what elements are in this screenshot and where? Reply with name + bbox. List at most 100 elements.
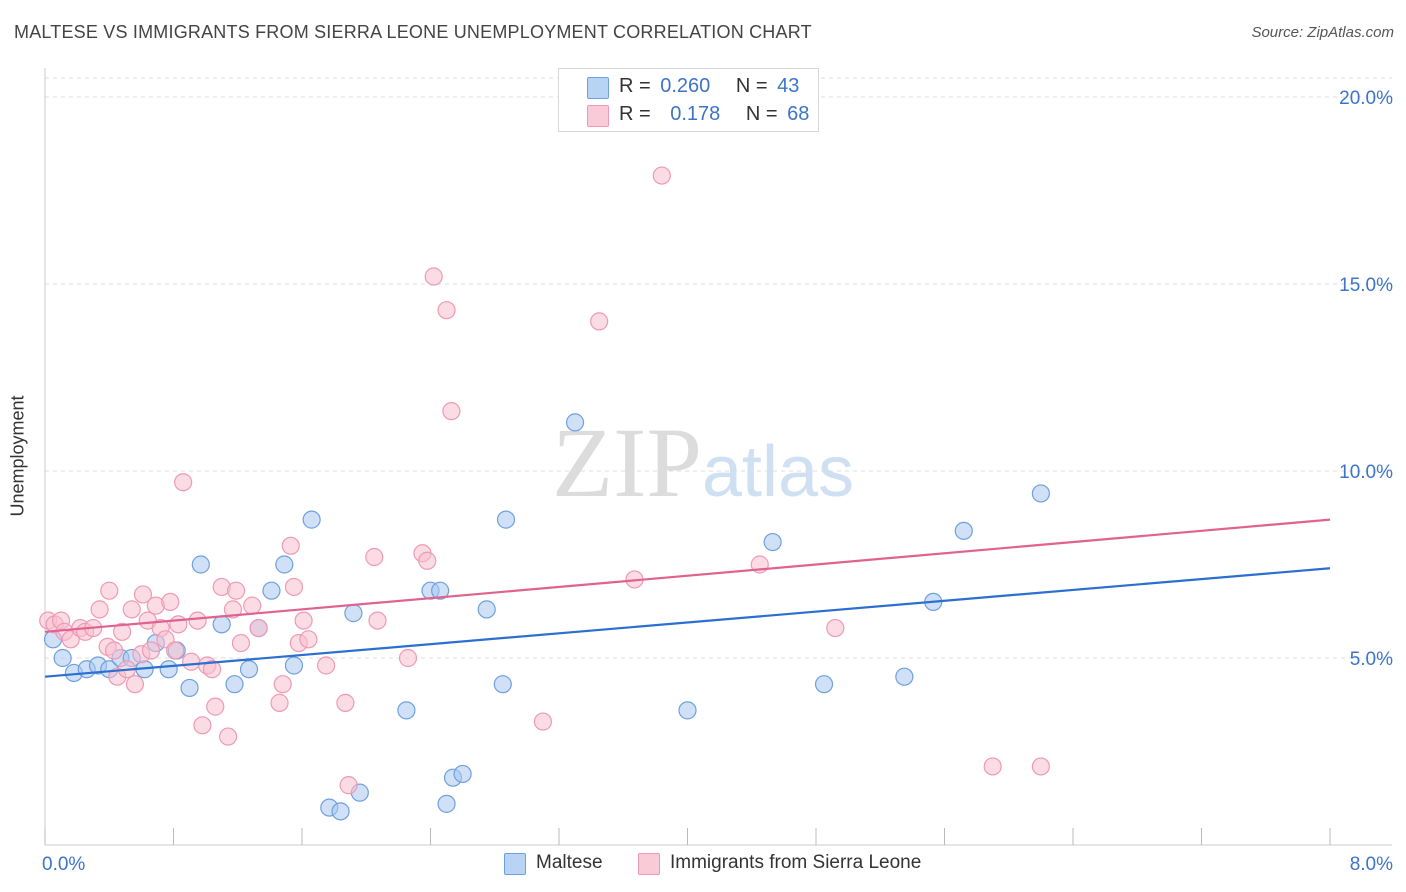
data-point-sierra-leone [281,536,300,555]
data-point-sierra-leone [299,630,318,649]
y-axis-label: Unemployment [7,395,28,517]
data-point-maltese [565,413,585,432]
data-point-maltese [284,656,304,675]
data-point-maltese [262,581,281,600]
data-point-sierra-leone [90,600,109,619]
data-point-sierra-leone [125,675,145,694]
data-point-sierra-leone [169,615,188,634]
y-tick-label: 10.0% [1339,462,1393,483]
data-point-maltese [814,675,834,694]
data-point-sierra-leone [273,675,292,694]
correlation-legend: R = 0.260 N = 43 R = 0.178 N = 68 [558,68,819,132]
data-point-sierra-leone [202,660,222,679]
data-point-sierra-leone [442,402,461,421]
data-point-maltese [275,555,294,574]
data-point-maltese [453,764,472,784]
data-point-sierra-leone [652,166,671,185]
data-point-maltese [496,510,516,529]
legend-swatch-sierra-leone [638,853,660,875]
legend-r-label: R = [619,75,651,97]
data-point-sierra-leone [166,641,185,660]
data-point-sierra-leone [112,622,132,641]
data-point-maltese [302,510,321,529]
legend-label-maltese: Maltese [536,852,603,873]
data-point-maltese [477,600,496,619]
chart-title: MALTESE VS IMMIGRANTS FROM SIERRA LEONE … [14,22,812,42]
data-point-maltese [493,675,512,694]
data-point-maltese [431,581,450,600]
source-credit: Source: ZipAtlas.com [1251,24,1394,41]
trend-line-sierra-leone [44,518,1331,633]
data-point-sierra-leone [418,551,437,570]
y-tick-label: 5.0% [1350,649,1393,670]
legend-swatch-maltese [504,853,526,875]
data-point-sierra-leone [206,697,225,716]
data-point-maltese [895,667,914,686]
data-point-sierra-leone [231,633,251,653]
data-point-sierra-leone [284,577,304,597]
data-point-sierra-leone [368,611,387,630]
y-tick-label: 15.0% [1339,275,1393,296]
legend-r-value: 0.260 [660,75,711,97]
data-point-maltese [191,555,210,574]
data-point-sierra-leone [133,585,153,604]
legend-n-label: N = [745,103,778,125]
data-point-maltese [678,701,697,720]
data-point-sierra-leone [533,712,553,731]
data-point-maltese [180,678,199,698]
x-tick-label: 0.0% [42,854,85,875]
data-point-maltese [239,660,259,679]
data-point-sierra-leone [174,473,193,492]
data-point-maltese [53,648,72,668]
data-point-sierra-leone [249,618,268,638]
data-point-sierra-leone [339,776,358,795]
trend-line-maltese [44,567,1331,678]
data-point-sierra-leone [188,611,207,630]
data-point-sierra-leone [1031,757,1050,776]
data-point-sierra-leone [243,596,262,615]
data-point-maltese [331,802,350,821]
data-point-sierra-leone [590,312,609,331]
data-point-maltese [1031,484,1050,503]
data-point-sierra-leone [219,727,238,746]
data-point-sierra-leone [336,693,355,712]
data-point-sierra-leone [294,611,313,630]
legend-r-label: R = [619,103,651,125]
data-point-maltese [212,615,231,634]
legend-swatch-sierra-leone [587,105,609,127]
data-point-sierra-leone [141,641,161,660]
legend-n-label: N = [735,75,768,97]
data-point-sierra-leone [983,757,1002,776]
legend-r-value: 0.178 [670,103,721,125]
data-point-sierra-leone [270,693,289,712]
data-point-sierra-leone [826,618,845,638]
data-point-sierra-leone [316,656,336,675]
watermark: ZIPatlas [552,405,854,520]
data-point-sierra-leone [398,648,418,668]
data-point-sierra-leone [365,547,384,567]
data-point-sierra-leone [100,581,119,600]
data-point-maltese [763,532,782,552]
data-point-sierra-leone [223,600,243,619]
watermark-atlas: atlas [702,432,855,512]
y-tick-label: 20.0% [1339,88,1393,109]
x-tick-label: 8.0% [1350,854,1393,875]
data-point-maltese [397,701,416,720]
data-point-sierra-leone [104,641,124,660]
data-point-maltese [344,604,363,623]
data-point-sierra-leone [193,716,212,735]
data-point-maltese [225,675,244,694]
data-point-maltese [159,660,178,679]
data-point-maltese [954,521,973,540]
data-point-maltese [437,794,456,813]
legend-label-sierra-leone: Immigrants from Sierra Leone [670,852,922,873]
data-point-sierra-leone [182,652,201,671]
data-point-sierra-leone [161,592,180,612]
legend-swatch-maltese [587,77,609,99]
data-point-sierra-leone [437,301,456,320]
data-point-sierra-leone [424,267,443,286]
data-point-sierra-leone [122,600,141,619]
legend-n-value: 43 [777,75,800,97]
data-point-sierra-leone [227,581,246,600]
